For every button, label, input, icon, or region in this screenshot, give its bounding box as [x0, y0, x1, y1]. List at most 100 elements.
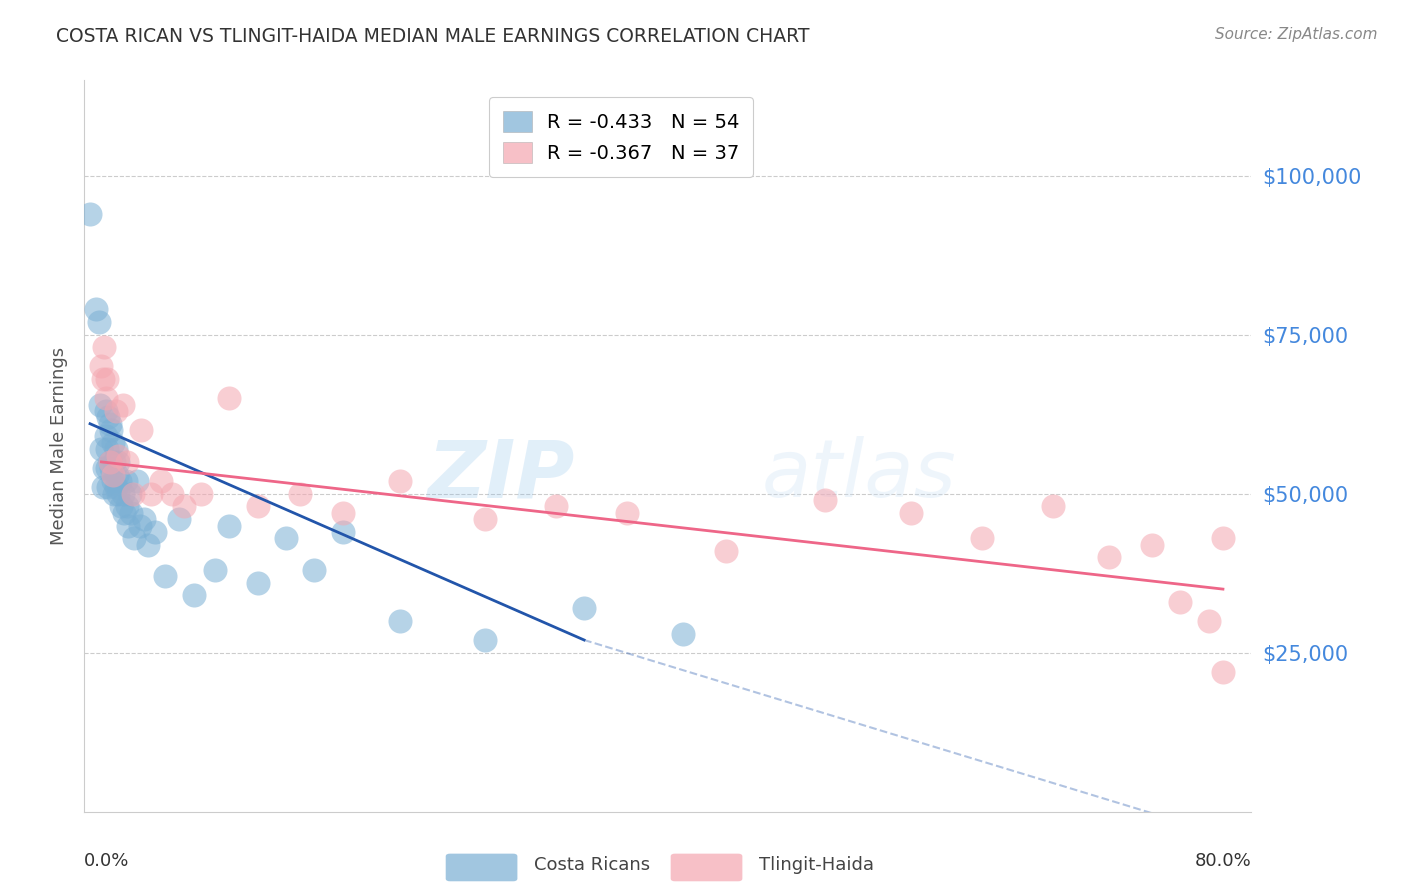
Point [1170, 595, 1192, 609]
Point [98, 455, 121, 469]
Point [101, 474, 124, 488]
Point [94, 404, 117, 418]
Y-axis label: Median Male Earnings: Median Male Earnings [51, 347, 69, 545]
Point [87, 315, 110, 329]
Point [129, 423, 152, 437]
Text: atlas: atlas [761, 436, 956, 515]
Point [274, 531, 297, 545]
Text: 0.0%: 0.0% [84, 852, 129, 870]
Point [544, 500, 567, 514]
Point [139, 486, 162, 500]
Point [121, 486, 143, 500]
Point [101, 435, 124, 450]
Point [91, 480, 114, 494]
Point [115, 455, 138, 469]
Point [204, 563, 226, 577]
Point [104, 404, 127, 418]
Point [1212, 665, 1234, 679]
Point [183, 589, 205, 603]
Point [388, 614, 411, 628]
Point [132, 512, 155, 526]
Point [112, 506, 135, 520]
Point [100, 461, 122, 475]
Legend: R = -0.433   N = 54, R = -0.367   N = 37: R = -0.433 N = 54, R = -0.367 N = 37 [489, 97, 754, 177]
Point [117, 518, 139, 533]
Text: 80.0%: 80.0% [1195, 852, 1251, 870]
Point [672, 626, 695, 640]
Point [218, 392, 240, 406]
Point [1042, 500, 1064, 514]
Point [107, 449, 129, 463]
Point [96, 372, 118, 386]
Point [96, 461, 118, 475]
Point [90, 442, 112, 457]
Point [304, 563, 326, 577]
Point [169, 512, 191, 526]
Point [94, 429, 117, 443]
Point [93, 340, 115, 354]
Point [246, 575, 269, 590]
Point [173, 500, 195, 514]
Point [97, 480, 120, 494]
Point [79, 207, 101, 221]
Point [616, 506, 638, 520]
Point [143, 524, 166, 539]
Point [136, 538, 159, 552]
Point [108, 474, 131, 488]
Point [94, 392, 117, 406]
Text: Tlingit-Haida: Tlingit-Haida [759, 856, 875, 874]
Point [714, 544, 737, 558]
Point [474, 632, 496, 647]
Point [122, 531, 145, 545]
Point [104, 442, 127, 457]
Point [120, 506, 142, 520]
Point [91, 372, 114, 386]
Point [332, 506, 354, 520]
Point [150, 474, 173, 488]
Point [1198, 614, 1220, 628]
Point [162, 486, 184, 500]
Point [190, 486, 212, 500]
Point [388, 474, 411, 488]
Point [114, 474, 136, 488]
Point [84, 302, 107, 317]
Point [90, 359, 112, 374]
Point [96, 442, 118, 457]
Point [98, 455, 121, 469]
Point [970, 531, 993, 545]
Point [101, 467, 124, 482]
Point [103, 455, 125, 469]
Point [155, 569, 177, 583]
Point [111, 486, 134, 500]
Point [100, 423, 122, 437]
Text: COSTA RICAN VS TLINGIT-HAIDA MEDIAN MALE EARNINGS CORRELATION CHART: COSTA RICAN VS TLINGIT-HAIDA MEDIAN MALE… [56, 27, 810, 45]
Point [1140, 538, 1163, 552]
Point [107, 486, 129, 500]
Point [572, 601, 595, 615]
Text: Source: ZipAtlas.com: Source: ZipAtlas.com [1215, 27, 1378, 42]
Point [246, 500, 269, 514]
Point [128, 518, 150, 533]
Point [115, 500, 138, 514]
Point [125, 474, 148, 488]
Point [105, 467, 128, 482]
Point [218, 518, 240, 533]
Text: Costa Ricans: Costa Ricans [534, 856, 651, 874]
Point [110, 500, 132, 514]
Text: ZIP: ZIP [427, 436, 575, 515]
Point [93, 461, 115, 475]
Point [104, 480, 127, 494]
Point [97, 410, 120, 425]
Point [900, 506, 922, 520]
Point [288, 486, 311, 500]
Point [111, 398, 134, 412]
Point [118, 486, 141, 500]
Point [474, 512, 496, 526]
Point [1212, 531, 1234, 545]
Point [89, 398, 111, 412]
Point [107, 455, 129, 469]
Point [103, 486, 125, 500]
Point [1098, 550, 1121, 565]
Point [332, 524, 354, 539]
Point [98, 417, 121, 431]
